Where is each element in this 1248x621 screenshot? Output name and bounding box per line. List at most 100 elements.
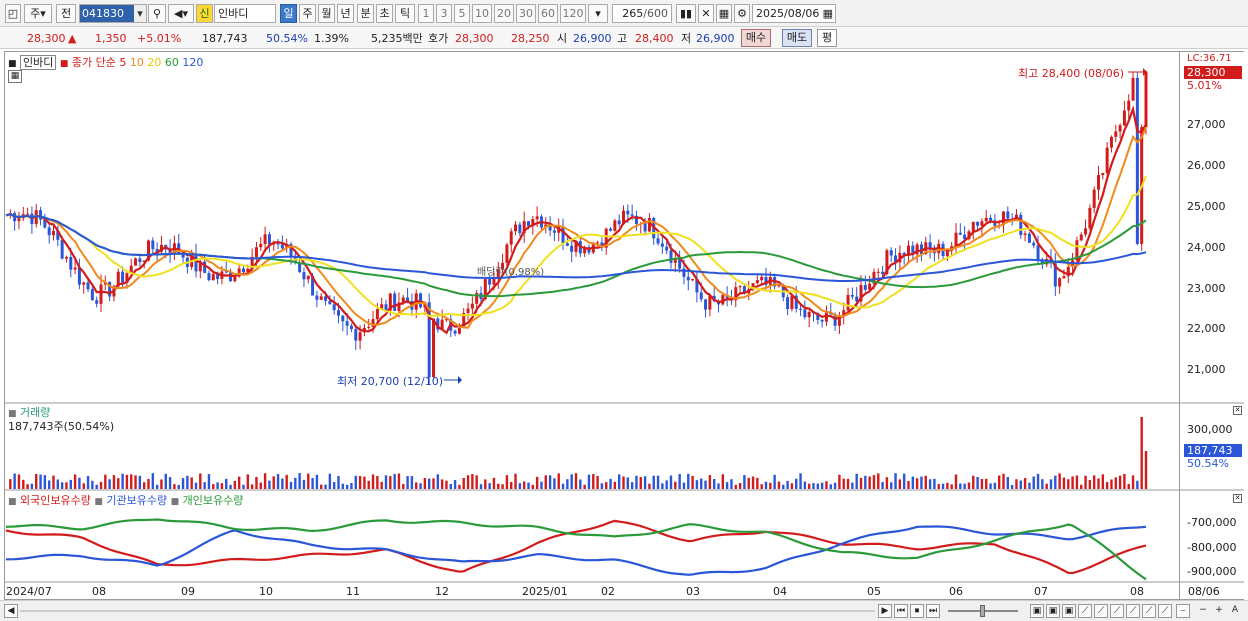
- price-tick-26000: 26,000: [1187, 159, 1226, 172]
- period-year-button[interactable]: 년: [337, 4, 354, 23]
- tools-icon[interactable]: ▦: [716, 4, 732, 23]
- x-tick: 04: [773, 585, 787, 598]
- panel-icon[interactable]: ▣: [1062, 604, 1076, 618]
- search-icon[interactable]: ⚲: [148, 4, 166, 23]
- high-label: 고: [617, 32, 628, 45]
- price-tick-27000: 27,000: [1187, 118, 1226, 131]
- count-field[interactable]: 265/600: [612, 4, 672, 23]
- font-size-icon[interactable]: A: [1231, 605, 1239, 615]
- open-label: 시: [557, 32, 568, 45]
- dividend-annotation: 배당락(0.98%): [477, 267, 545, 278]
- holding-legend-icon: ■: [170, 497, 180, 507]
- x-tick: 08/06: [1188, 585, 1220, 598]
- open-price: 26,900: [573, 32, 612, 45]
- current-price: 28,300: [27, 32, 66, 45]
- holding-tick-900000: -900,000: [1187, 565, 1237, 578]
- low-annotation: 최저 20,700 (12/10): [337, 375, 444, 388]
- price-tick-25000: 25,000: [1187, 200, 1226, 213]
- draw-icon[interactable]: ⟋: [1110, 604, 1124, 618]
- price-tick-24000: 24,000: [1187, 241, 1226, 254]
- interval-30-button[interactable]: 30: [516, 4, 536, 23]
- draw-icon[interactable]: ⟋: [1158, 604, 1172, 618]
- stock-code-input[interactable]: 041830 ▾: [79, 4, 147, 23]
- x-tick: 11: [346, 585, 360, 598]
- crosshair-icon[interactable]: ✕: [698, 4, 714, 23]
- x-tick: 06: [949, 585, 963, 598]
- current-price-tag: 28,300: [1184, 66, 1242, 79]
- buy-button[interactable]: 매수: [741, 29, 771, 47]
- x-tick: 12: [435, 585, 449, 598]
- period-second-button[interactable]: 초: [376, 4, 393, 23]
- draw-icon[interactable]: ⟋: [1126, 604, 1140, 618]
- interval-5-button[interactable]: 5: [454, 4, 470, 23]
- ask-price: 28,300: [455, 32, 494, 45]
- x-tick: 03: [686, 585, 700, 598]
- scroll-track[interactable]: [20, 610, 875, 612]
- scroll-bar[interactable]: ◀ ▶ ⏮ ⏹ ⏭ ▣ ▣ ▣ ⟋ ⟋ ⟋ ⟋ ⟋ ⟋ ⎯ − + A: [0, 600, 1248, 621]
- period-minute-button[interactable]: 분: [357, 4, 374, 23]
- trend-icon[interactable]: ⎯: [1176, 604, 1190, 618]
- period-tick-button[interactable]: 틱: [395, 4, 415, 23]
- average-button[interactable]: 평: [817, 29, 837, 47]
- interval-20-button[interactable]: 20: [494, 4, 514, 23]
- window-icon[interactable]: ◰: [5, 4, 21, 23]
- zoom-out-icon[interactable]: −: [1199, 605, 1207, 615]
- stop-icon[interactable]: ⏹: [910, 604, 924, 618]
- change-percent: +5.01%: [137, 32, 182, 45]
- first-icon[interactable]: ⏮: [894, 604, 908, 618]
- date-field[interactable]: 2025/08/06 ▦: [752, 4, 836, 23]
- legend-ma10: 10: [129, 56, 144, 69]
- volume-panel-value: 187,743주(50.54%): [8, 420, 115, 433]
- interval-3-button[interactable]: 3: [436, 4, 452, 23]
- scroll-left-icon[interactable]: ◀: [4, 604, 18, 618]
- volume-panel-close-icon[interactable]: ✕: [1233, 406, 1242, 415]
- calculator-icon[interactable]: ▦: [8, 70, 22, 83]
- high-price: 28,400: [635, 32, 674, 45]
- draw-icon[interactable]: ⟋: [1142, 604, 1156, 618]
- scroll-right-icon[interactable]: ▶: [878, 604, 892, 618]
- sell-button[interactable]: 매도: [782, 29, 812, 47]
- prev-button[interactable]: 전: [56, 4, 76, 23]
- sin-badge: 신: [196, 4, 213, 23]
- x-tick: 08: [1130, 585, 1144, 598]
- legend-ma-title: 종가 단순: [71, 56, 116, 69]
- last-icon[interactable]: ⏭: [926, 604, 940, 618]
- x-tick: 07: [1034, 585, 1048, 598]
- gear-icon[interactable]: ⚙: [734, 4, 750, 23]
- period-month-button[interactable]: 월: [318, 4, 335, 23]
- individual-holding-label: 개인보유수량: [182, 494, 244, 507]
- interval-120-button[interactable]: 120: [560, 4, 586, 23]
- interval-10-button[interactable]: 10: [472, 4, 492, 23]
- legend-stock-name[interactable]: 인바디: [20, 55, 57, 70]
- panel-icon[interactable]: ▣: [1030, 604, 1044, 618]
- holding-panel-close-icon[interactable]: ✕: [1233, 494, 1242, 503]
- holding-legend: ■ 외국인보유수량 ■ 기관보유수량 ■ 개인보유수량: [8, 492, 243, 508]
- interval-dropdown[interactable]: ▾: [588, 4, 608, 23]
- chart-area[interactable]: [4, 51, 1180, 600]
- holding-tick-800000: -800,000: [1187, 541, 1237, 554]
- period-week-button[interactable]: 주: [299, 4, 316, 23]
- draw-icon[interactable]: ⟋: [1078, 604, 1092, 618]
- speaker-icon[interactable]: ◀▾: [168, 4, 194, 23]
- period-day-button[interactable]: 일: [280, 4, 297, 23]
- panel-icon[interactable]: ▣: [1046, 604, 1060, 618]
- price-tick-21000: 21,000: [1187, 363, 1226, 376]
- interval-60-button[interactable]: 60: [538, 4, 558, 23]
- period-select[interactable]: 주▾: [24, 4, 52, 23]
- interval-1-button[interactable]: 1: [418, 4, 434, 23]
- zoom-in-icon[interactable]: +: [1215, 605, 1223, 615]
- zoom-slider-handle[interactable]: [980, 605, 985, 617]
- right-price-axis: [1180, 51, 1244, 600]
- x-tick: 09: [181, 585, 195, 598]
- bid-price: 28,250: [511, 32, 550, 45]
- volume-tick-300000: 300,000: [1187, 423, 1233, 436]
- x-tick: 08: [92, 585, 106, 598]
- legend-ma60: 60: [164, 56, 179, 69]
- current-pct-tag: 5.01%: [1187, 79, 1222, 92]
- draw-icon[interactable]: ⟋: [1094, 604, 1108, 618]
- chart-type-icon[interactable]: ▮▮: [676, 4, 696, 23]
- stock-name-field[interactable]: 인바디: [214, 4, 276, 23]
- low-label: 저: [681, 32, 692, 45]
- volume-value: 187,743: [202, 32, 248, 45]
